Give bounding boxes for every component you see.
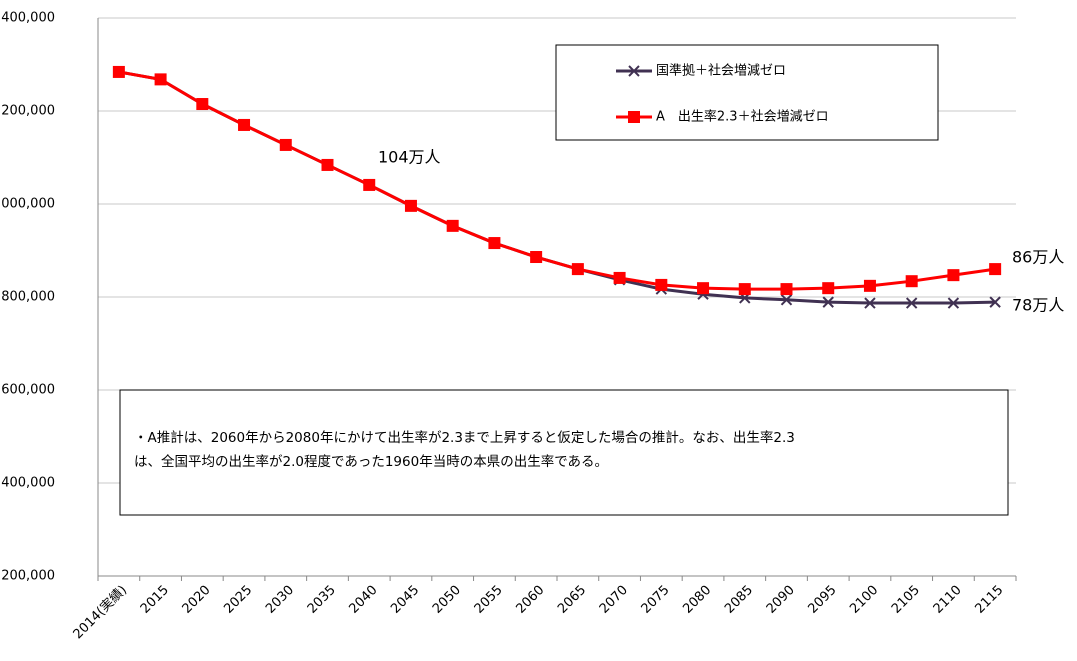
legend-marker <box>628 111 640 123</box>
x-tick-label: 2095 <box>806 583 840 617</box>
x-tick-label: 2045 <box>388 583 422 617</box>
marker <box>154 73 167 86</box>
x-tick-label: 2090 <box>764 583 798 617</box>
marker <box>697 282 710 295</box>
note-box <box>119 389 1009 516</box>
x-tick-label: 2015 <box>138 583 172 617</box>
x-tick-label: 2020 <box>180 583 214 617</box>
y-tick-label: 800,000 <box>1 290 55 305</box>
y-tick-label: 200,000 <box>1 569 55 584</box>
annotation: 86万人 <box>1012 248 1064 267</box>
marker <box>864 297 876 309</box>
x-tick-label: 2080 <box>680 583 714 617</box>
marker <box>613 271 626 284</box>
marker <box>822 296 834 308</box>
x-tick-label: 2115 <box>972 583 1006 617</box>
x-tick-label: 2110 <box>931 583 965 617</box>
annotation: 78万人 <box>1012 296 1064 315</box>
marker <box>404 199 417 212</box>
legend-label: A 出生率2.3＋社会増減ゼロ <box>656 109 829 125</box>
legend-box <box>555 44 939 141</box>
marker <box>989 263 1002 276</box>
marker <box>321 158 334 171</box>
marker <box>905 297 918 309</box>
x-tick-label: 2055 <box>472 583 506 617</box>
marker <box>947 297 960 309</box>
marker <box>863 279 876 292</box>
x-tick-label: 2030 <box>263 583 297 617</box>
marker <box>363 178 376 191</box>
marker <box>112 65 125 78</box>
marker <box>655 278 668 291</box>
marker <box>905 275 918 288</box>
legend-marker <box>628 65 640 77</box>
y-tick-label: 1,400,000 <box>0 11 55 26</box>
marker <box>780 294 793 306</box>
marker <box>530 251 543 264</box>
series-line <box>118 70 996 291</box>
y-tick-label: 1,200,000 <box>0 104 55 119</box>
x-tick-label: 2085 <box>722 583 756 617</box>
y-tick-label: 1,000,000 <box>0 197 55 212</box>
legend-label: 国準拠＋社会増減ゼロ <box>656 63 786 79</box>
marker <box>822 282 835 295</box>
x-tick-label: 2025 <box>221 583 255 617</box>
marker <box>196 98 209 111</box>
annotation: 104万人 <box>378 148 441 167</box>
x-tick-label: 2065 <box>555 583 589 617</box>
marker <box>279 138 292 151</box>
x-tick-label: 2105 <box>889 583 923 617</box>
marker <box>238 118 251 131</box>
x-tick-label: 2070 <box>597 583 631 617</box>
marker <box>947 269 960 282</box>
x-tick-label: 2040 <box>347 583 381 617</box>
y-tick-label: 600,000 <box>1 383 55 398</box>
x-tick-label: 2060 <box>513 583 547 617</box>
x-tick-label: 2014(実績) <box>70 582 130 642</box>
note-text: ・A推計は、2060年から2080年にかけて出生率が2.3まで上昇すると仮定した… <box>134 429 795 446</box>
y-tick-label: 400,000 <box>1 476 55 491</box>
note-text: は、全国平均の出生率が2.0程度であった1960年当時の本県の出生率である。 <box>134 453 608 470</box>
marker <box>571 263 584 276</box>
x-tick-label: 2035 <box>305 583 339 617</box>
x-tick-label: 2075 <box>639 583 673 617</box>
marker <box>446 219 459 232</box>
marker <box>989 296 1001 308</box>
marker <box>488 237 501 250</box>
x-tick-label: 2050 <box>430 583 464 617</box>
marker <box>780 283 793 296</box>
marker <box>738 283 751 296</box>
x-tick-label: 2100 <box>847 583 881 617</box>
